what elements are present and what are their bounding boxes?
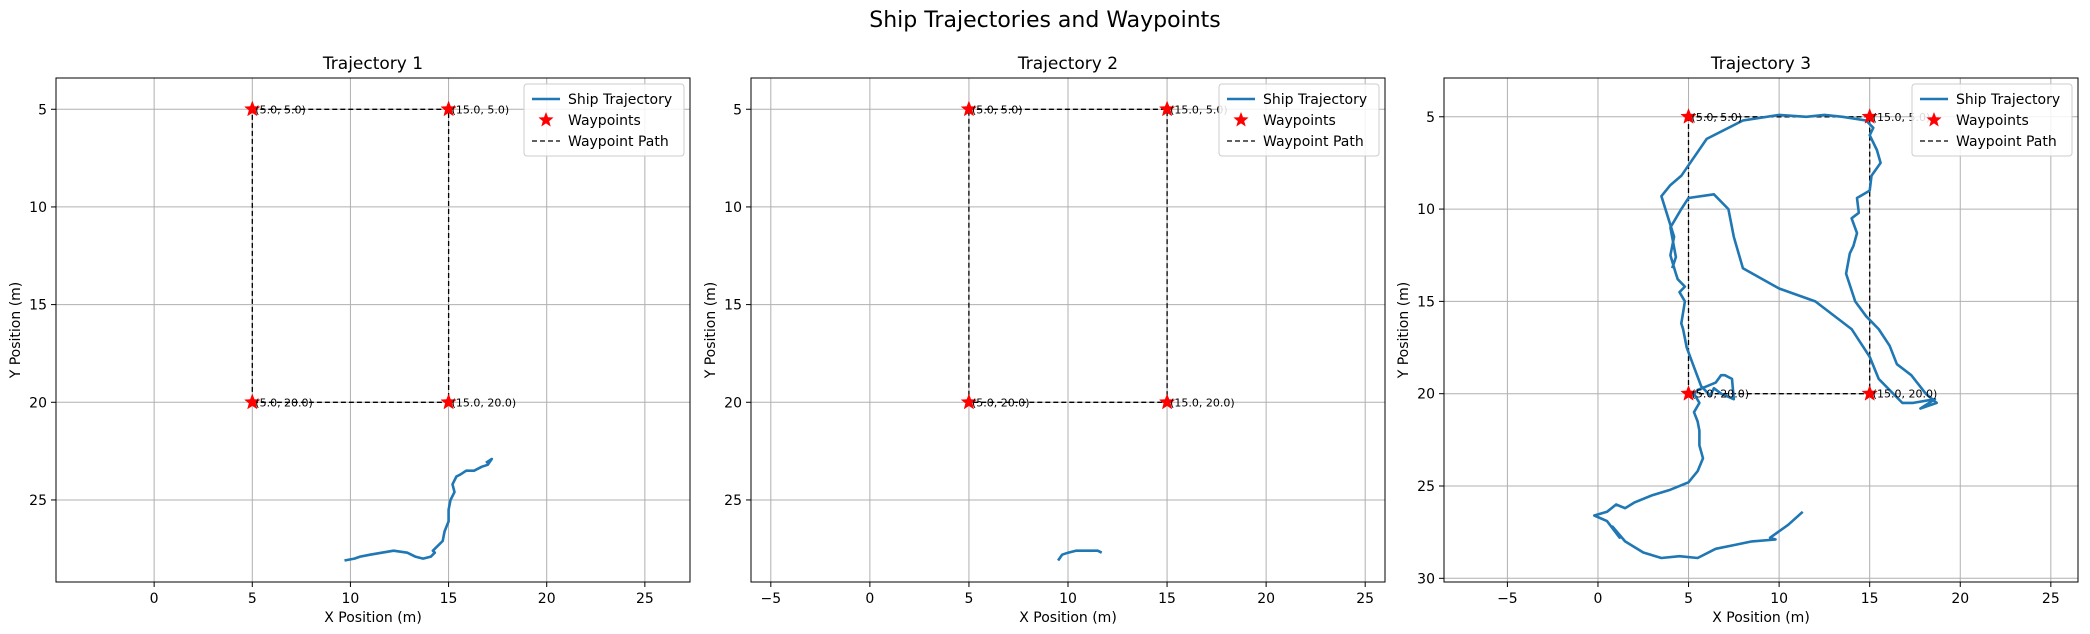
y-tick-label: 25 [724, 493, 742, 509]
y-tick-label: 5 [1426, 110, 1435, 126]
waypoint-marker [440, 393, 457, 410]
x-tick-label: 15 [440, 591, 458, 607]
x-tick-label: 20 [1257, 591, 1275, 607]
legend-waypoints-swatch [1926, 112, 1942, 127]
x-tick-label: −5 [1497, 591, 1518, 607]
waypoint-label: (15.0, 20.0) [452, 396, 517, 409]
x-tick-label: 0 [865, 591, 874, 607]
x-tick-label: 20 [1951, 591, 1969, 607]
waypoint-marker [1680, 385, 1697, 401]
legend: Ship Trajectory Waypoints Waypoint Path [1911, 83, 2073, 157]
legend-entry-waypoints: Waypoints [568, 113, 641, 129]
x-tick-label: 5 [964, 591, 973, 607]
y-axis-label: Y Position (m) [703, 282, 719, 380]
x-tick-label: 25 [636, 591, 654, 607]
legend-entry-path: Waypoint Path [568, 134, 669, 150]
legend-entry-trajectory: Ship Trajectory [568, 92, 672, 108]
waypoint-label: (15.0, 5.0) [1170, 103, 1228, 116]
legend-entry-waypoints: Waypoints [1263, 113, 1336, 129]
subplot-1: (5.0, 5.0) (15.0, 5.0) (15.0, 20.0) (5.0, 2… [8, 54, 691, 626]
legend-box [523, 83, 685, 157]
x-tick-label: 15 [1158, 591, 1176, 607]
legend-entry-waypoints: Waypoints [1956, 113, 2029, 129]
subplot-3: (5.0, 5.0) (15.0, 5.0)(15.0, 20.0)(5.0, 2… [1396, 54, 2079, 626]
legend-box [1911, 83, 2073, 157]
x-tick-label: 15 [1861, 591, 1879, 607]
x-tick-label: 20 [538, 591, 556, 607]
x-tick-label: 25 [2042, 591, 2060, 607]
figure-title: Ship Trajectories and Waypoints [869, 8, 1220, 33]
waypoint-marker [960, 100, 978, 117]
y-tick-label: 25 [29, 493, 47, 509]
axes-frame [1443, 77, 2079, 583]
waypoint-label: (5.0, 5.0) [1692, 111, 1743, 124]
waypoint-marker [244, 393, 261, 410]
y-tick-label: 20 [1417, 387, 1435, 403]
y-tick-label: 30 [1417, 571, 1435, 587]
y-tick-label: 5 [733, 102, 742, 118]
x-axis-label: X Position (m) [324, 610, 422, 626]
ship-trajectory-line [344, 457, 494, 562]
y-tick-label: 20 [724, 395, 742, 411]
legend: Ship Trajectory Waypoints Waypoint Path [1218, 83, 1380, 157]
waypoint-marker [244, 100, 261, 117]
y-tick-label: 10 [1417, 202, 1435, 218]
waypoint-label: (5.0, 5.0) [255, 103, 306, 116]
y-tick-label: 10 [724, 200, 742, 216]
waypoint-marker [1158, 100, 1176, 117]
y-tick-label: 15 [29, 298, 47, 314]
waypoint-label: (5.0, 5.0) [972, 103, 1023, 116]
legend-waypoints-swatch [1233, 112, 1249, 127]
legend-waypoints-swatch [538, 112, 554, 127]
waypoint-marker [960, 393, 978, 410]
x-tick-label: 5 [1684, 591, 1693, 607]
waypoint-marker [1861, 108, 1878, 124]
waypoint-label: (5.0, 20.0) [255, 396, 313, 409]
axes-frame [55, 77, 691, 583]
waypoint-label: (15.0, 20.0) [1873, 388, 1938, 401]
y-tick-label: 20 [29, 395, 47, 411]
x-tick-label: 25 [1356, 591, 1374, 607]
x-axis-label: X Position (m) [1712, 610, 1810, 626]
subplot-title: Trajectory 1 [322, 54, 423, 74]
ship-trajectory-line [1593, 113, 1938, 560]
waypoint-marker [1680, 108, 1697, 124]
legend-box [1218, 83, 1380, 157]
y-tick-label: 15 [1417, 294, 1435, 310]
ship-trajectory-line [1057, 549, 1103, 562]
legend-entry-path: Waypoint Path [1263, 134, 1364, 150]
legend-entry-trajectory: Ship Trajectory [1956, 92, 2060, 108]
y-axis-label: Y Position (m) [8, 282, 24, 380]
x-tick-label: −5 [760, 591, 781, 607]
legend: Ship Trajectory Waypoints Waypoint Path [523, 83, 685, 157]
subplot-2: (5.0, 5.0) (15.0, 5.0) (15.0, 20.0) (5.0, 2… [703, 54, 1386, 626]
x-tick-label: 5 [248, 591, 257, 607]
y-tick-label: 25 [1417, 479, 1435, 495]
waypoint-marker [1158, 393, 1176, 410]
legend-entry-trajectory: Ship Trajectory [1263, 92, 1367, 108]
x-tick-label: 0 [150, 591, 159, 607]
x-axis-label: X Position (m) [1019, 610, 1117, 626]
waypoint-label: (15.0, 5.0) [452, 103, 510, 116]
waypoint-label: (15.0, 20.0) [1170, 396, 1235, 409]
y-tick-label: 10 [29, 200, 47, 216]
x-tick-label: 10 [1770, 591, 1788, 607]
waypoint-marker [1861, 385, 1878, 401]
y-tick-label: 5 [38, 102, 47, 118]
subplot-title: Trajectory 2 [1017, 54, 1118, 74]
x-tick-label: 0 [1594, 591, 1603, 607]
waypoint-marker [440, 100, 457, 117]
legend-entry-path: Waypoint Path [1956, 134, 2057, 150]
subplot-title: Trajectory 3 [1710, 54, 1811, 74]
waypoint-label: (5.0, 20.0) [1692, 388, 1750, 401]
waypoint-label: (5.0, 20.0) [972, 396, 1030, 409]
y-axis-label: Y Position (m) [1396, 282, 1412, 380]
x-tick-label: 10 [1059, 591, 1077, 607]
y-tick-label: 15 [724, 298, 742, 314]
x-tick-label: 10 [342, 591, 360, 607]
